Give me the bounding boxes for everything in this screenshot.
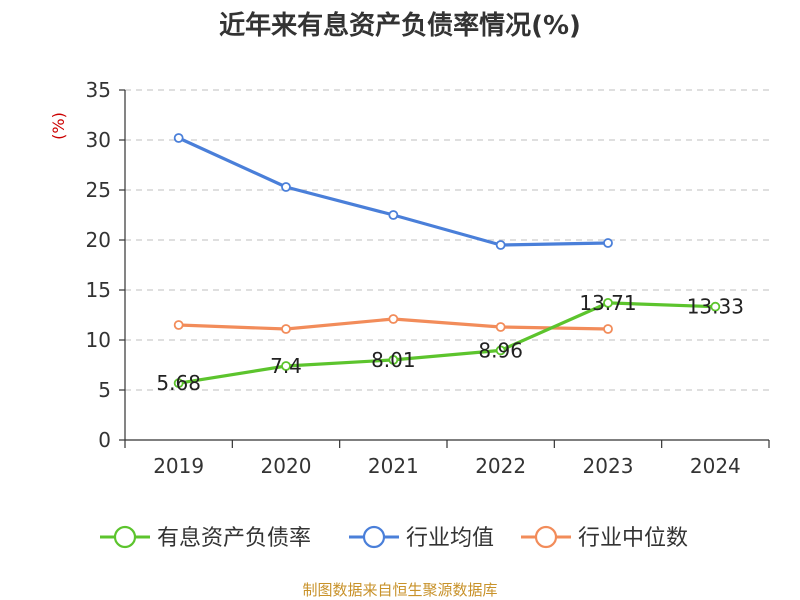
legend-item[interactable]: 行业中位数	[521, 525, 688, 551]
y-axis-unit-label: (%)	[49, 112, 68, 140]
legend-swatch-marker	[534, 525, 558, 549]
y-tick-label: 5	[98, 378, 111, 402]
grid-lines	[125, 89, 769, 391]
legend-label: 行业中位数	[578, 526, 688, 551]
data-labels: 5.68 7.4 8.01 8.96 13.71 13.33	[156, 291, 744, 395]
data-point	[388, 354, 399, 365]
data-label: 13.71	[579, 291, 636, 315]
x-tick-label: 2024	[690, 454, 741, 478]
x-tick-label: 2023	[583, 454, 634, 478]
data-label: 8.96	[478, 338, 523, 362]
legend-swatch-marker	[113, 525, 137, 549]
x-tick-label: 2021	[368, 454, 419, 478]
legend-swatch-marker	[362, 525, 386, 549]
legend: 有息资产负债率 行业均值 行业中位数	[100, 525, 688, 551]
data-point	[495, 240, 506, 250]
data-point	[281, 324, 291, 334]
legend-label: 有息资产负债率	[157, 526, 311, 551]
x-tick-label: 2022	[475, 454, 526, 478]
data-label: 7.4	[270, 354, 302, 378]
data-point	[603, 238, 613, 248]
data-label: 5.68	[156, 371, 201, 395]
y-tick-label: 0	[98, 428, 111, 452]
data-point	[173, 133, 184, 143]
y-tick-label: 30	[86, 128, 111, 152]
data-point	[173, 378, 184, 389]
data-point	[173, 320, 184, 330]
x-tick-label: 2019	[153, 454, 204, 478]
data-point	[603, 297, 613, 308]
series-lines	[173, 133, 721, 389]
axes: 0 5 10 15 20 25 30 35 2019 2020 2021 2022 2023 2024	[86, 78, 770, 478]
legend-item[interactable]: 有息资产负债率	[100, 525, 311, 551]
data-point	[281, 182, 291, 192]
data-point	[388, 314, 399, 324]
y-tick-label: 15	[86, 278, 111, 302]
y-tick-label: 25	[86, 178, 111, 202]
data-point	[388, 210, 399, 220]
chart-title: 近年来有息资产负债率情况(%)	[219, 10, 581, 41]
y-tick-label: 35	[86, 78, 111, 102]
x-tick-label: 2020	[261, 454, 312, 478]
data-point	[603, 324, 613, 334]
data-label: 8.01	[371, 348, 416, 372]
data-point	[495, 322, 506, 332]
legend-label: 行业均值	[406, 526, 494, 551]
y-tick-label: 20	[86, 228, 111, 252]
legend-item[interactable]: 行业均值	[349, 525, 494, 551]
series-line	[178, 301, 716, 385]
data-label: 13.33	[687, 295, 744, 319]
y-tick-label: 10	[86, 328, 111, 352]
series-line	[178, 136, 609, 247]
data-point	[281, 361, 291, 371]
data-point	[710, 301, 721, 312]
data-point	[495, 345, 506, 356]
source-note: 制图数据来自恒生聚源数据库	[302, 581, 497, 599]
